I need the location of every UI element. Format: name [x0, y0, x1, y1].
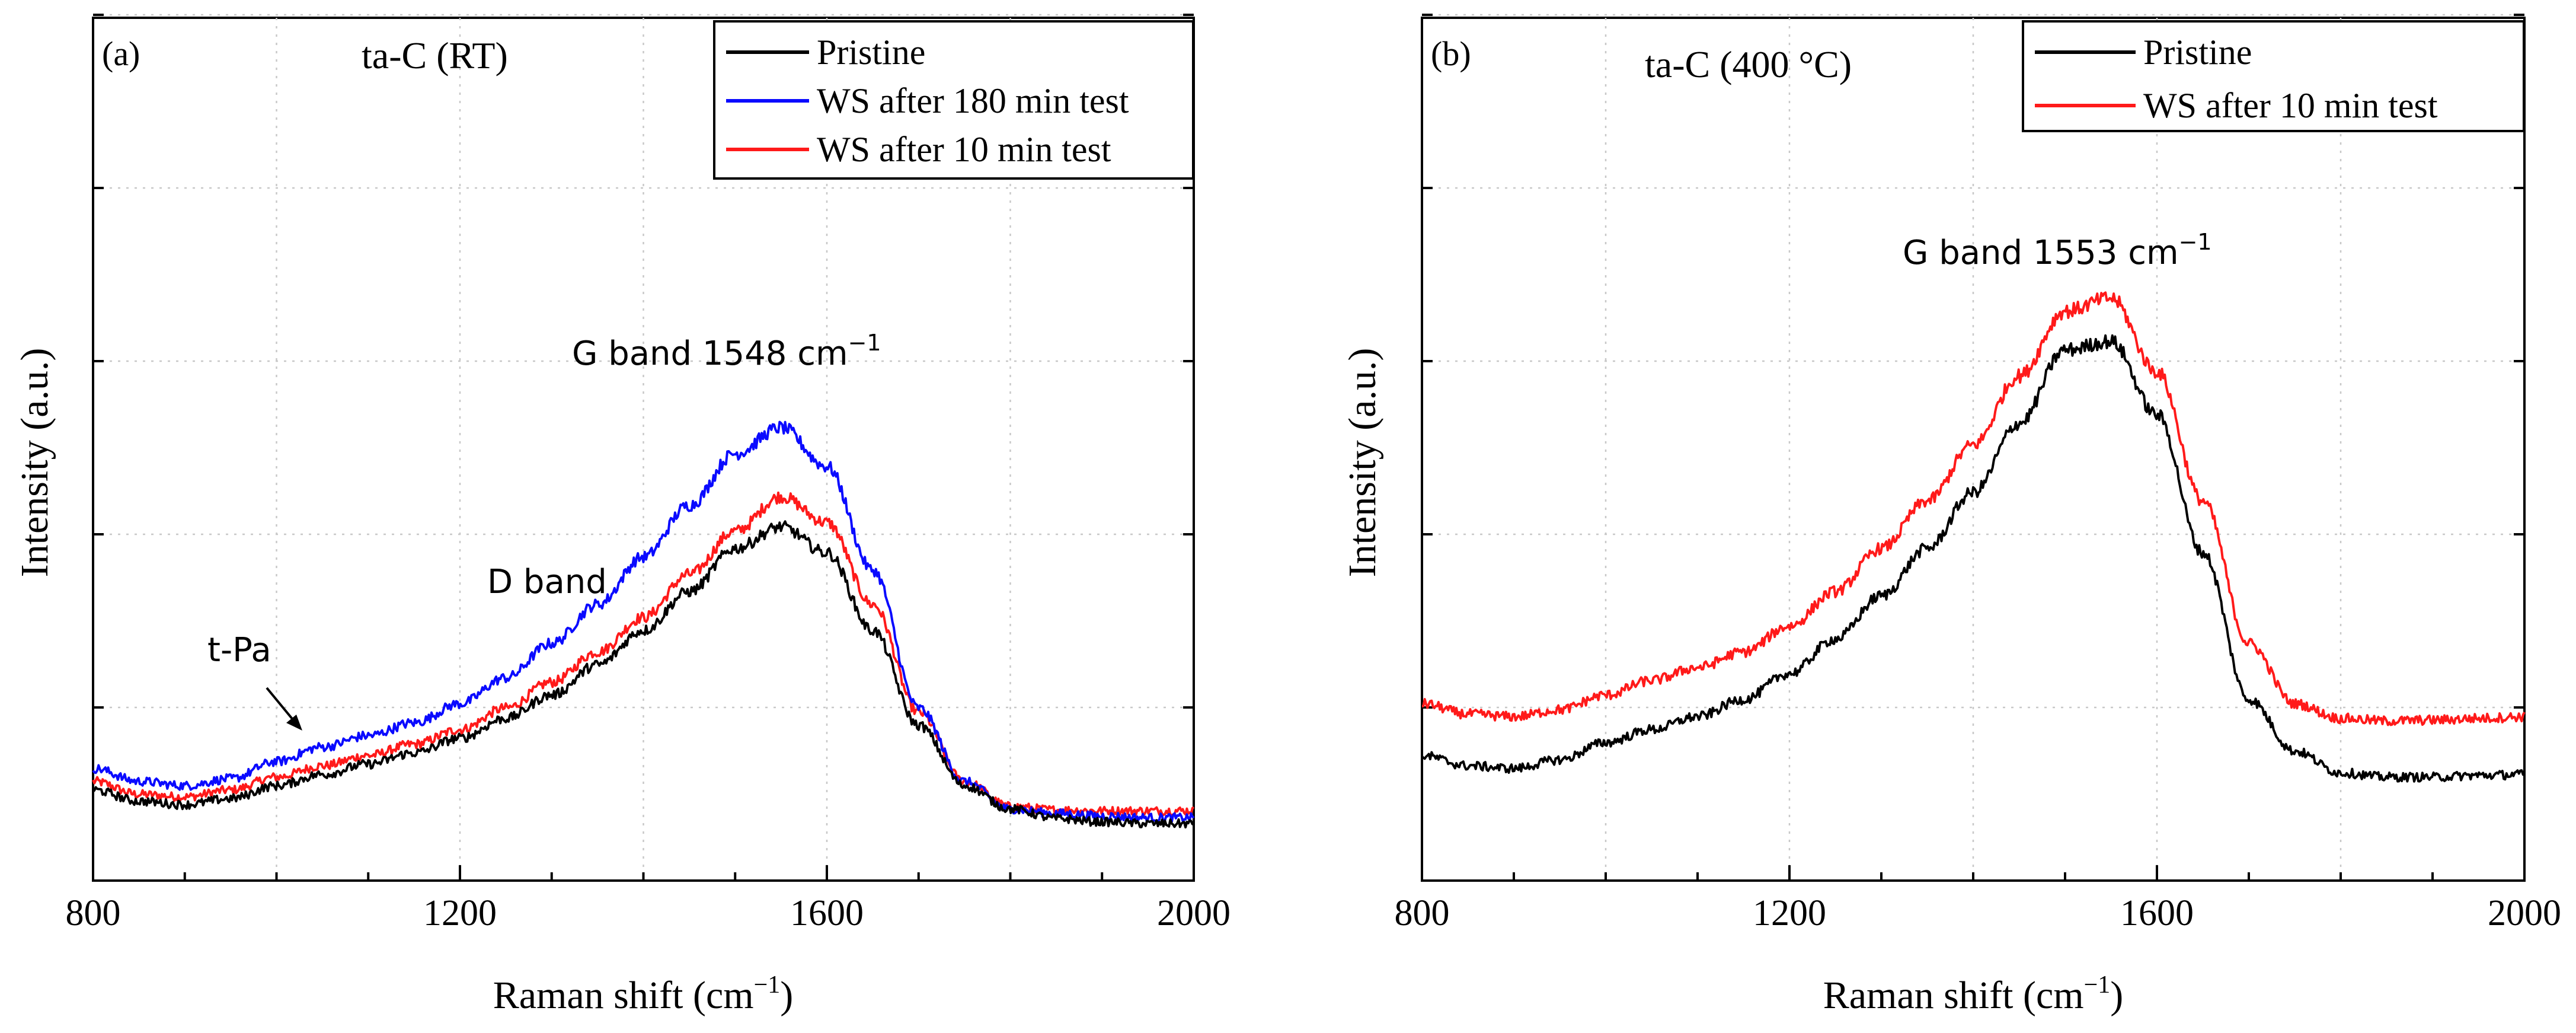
- panel-b-series-pristine: [1421, 334, 2526, 783]
- panel-b-y-axis-label: Intensity (a.u.): [1341, 348, 1384, 578]
- panel-a-d-band-annotation: D band: [487, 563, 607, 601]
- panel-a-legend: Pristine WS after 180 min test WS after …: [713, 20, 1194, 180]
- panel-a-y-axis-label: Intensity (a.u.): [13, 348, 56, 578]
- panel-b-legend-label-ws-10: WS after 10 min test: [2143, 86, 2438, 125]
- panel-a-t-pa-arrow: [266, 687, 302, 731]
- panel-a-series-pristine: [92, 520, 1194, 829]
- panel-a-legend-label-pristine: Pristine: [817, 33, 925, 72]
- panel-a-label: (a): [102, 34, 140, 73]
- panel-b-g-band-annotation: G band 1553 cm−1: [1903, 229, 2212, 272]
- panel-a-xtick-label: 1200: [423, 893, 497, 933]
- panel-a-x-axis-label: Raman shift (cm−1): [493, 971, 794, 1017]
- panel-b-xtick-label: 800: [1395, 893, 1450, 933]
- panel-a-xtick-label: 1600: [790, 893, 864, 933]
- panel-a-legend-label-ws-10: WS after 10 min test: [817, 130, 1111, 169]
- panel-b-legend: Pristine WS after 10 min test: [2022, 20, 2525, 132]
- panel-b-legend-label-pristine: Pristine: [2143, 33, 2252, 72]
- panel-b-x-axis-label: Raman shift (cm−1): [1823, 971, 2124, 1017]
- panel-b-series: [1421, 291, 2526, 783]
- panel-b-label: (b): [1431, 34, 1471, 73]
- panel-a-ticks: [92, 14, 1195, 881]
- panel-b-xtick-label: 1600: [2120, 893, 2194, 933]
- panel-b-series-ws-after-10-min-test: [1421, 291, 2526, 726]
- panel-a-t-pa-annotation: t-Pa: [207, 631, 271, 669]
- panel-b-xtick-label: 2000: [2488, 893, 2561, 933]
- panel-b-legend-box: [2022, 20, 2525, 132]
- panel-a-grid: [93, 14, 1194, 881]
- panel-a: 800 1200 1600 2000 Raman shift (cm−1) In…: [13, 14, 1231, 1017]
- panel-a-xtick-label: 800: [66, 893, 121, 933]
- panel-a-legend-label-ws-180: WS after 180 min test: [817, 81, 1129, 120]
- panel-a-g-band-annotation: G band 1548 cm−1: [572, 330, 881, 373]
- panel-a-series-ws-after-180-min-test: [92, 420, 1195, 823]
- panel-b-ticks: [1421, 14, 2526, 881]
- panel-b-title: ta-C (400 °C): [1645, 43, 1852, 85]
- panel-b-grid: [1422, 14, 2524, 881]
- panel-a-title: ta-C (RT): [362, 34, 508, 76]
- panel-a-xtick-label: 2000: [1157, 893, 1231, 933]
- panel-b-xtick-label: 1200: [1753, 893, 1826, 933]
- panel-a-series: [92, 420, 1195, 829]
- panel-b: 800 1200 1600 2000 Raman shift (cm−1) In…: [1341, 14, 2561, 1017]
